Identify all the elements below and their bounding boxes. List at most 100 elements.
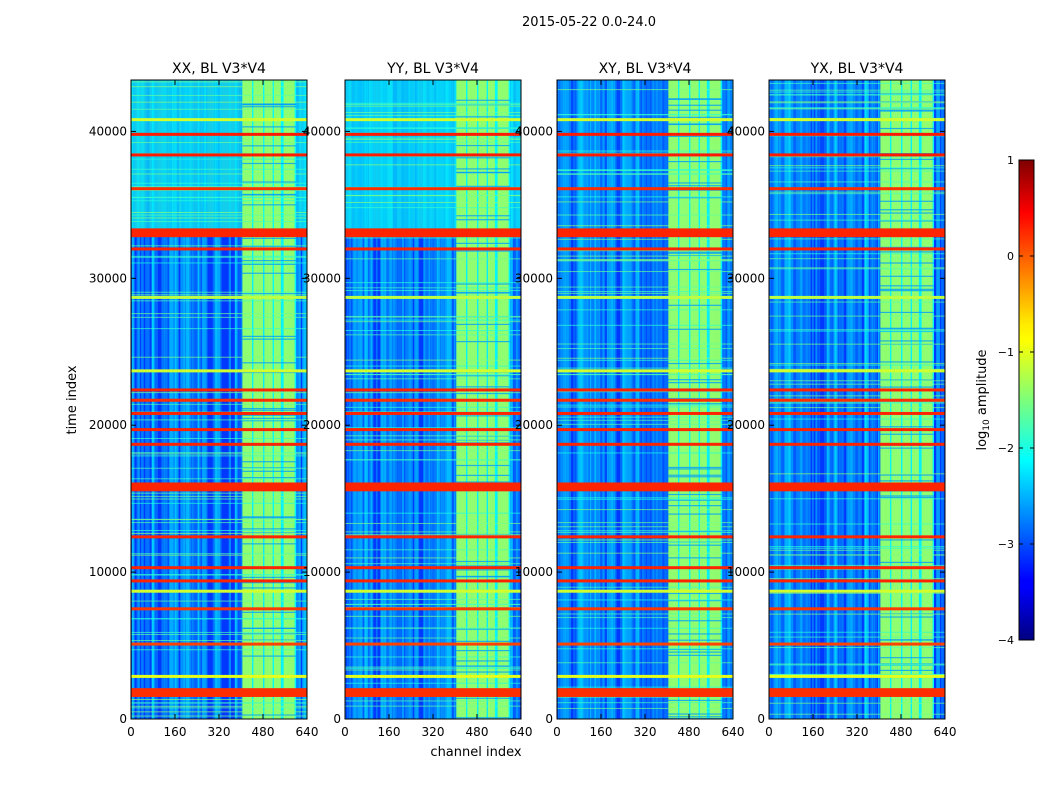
faint-row (769, 89, 945, 91)
faint-row (131, 221, 307, 223)
time-break (880, 127, 934, 130)
time-break (668, 328, 722, 330)
hot-row (557, 411, 733, 415)
faint-row (345, 127, 521, 129)
faint-row (557, 291, 733, 293)
faint-row (131, 211, 307, 213)
heatmap-image (557, 80, 733, 719)
faint-row (769, 267, 945, 269)
y-tick-label: 30000 (515, 271, 553, 285)
faint-row (769, 368, 945, 370)
faint-row (345, 127, 521, 129)
hot-row (131, 295, 307, 299)
faint-row (345, 258, 521, 260)
time-break (456, 415, 510, 417)
faint-row (345, 282, 521, 284)
faint-row (557, 404, 733, 406)
faint-row (345, 669, 521, 671)
faint-row (131, 168, 307, 170)
hot-row (557, 295, 733, 299)
x-tick-label: 160 (164, 725, 187, 739)
time-break (456, 340, 510, 343)
faint-row (769, 364, 945, 366)
x-tick-label: 320 (422, 725, 445, 739)
time-break (668, 600, 722, 602)
faint-row (557, 259, 733, 261)
time-break (668, 304, 722, 306)
time-break (456, 569, 510, 571)
faint-row (345, 411, 521, 413)
colorbar-label-sub: 10 (982, 419, 992, 431)
hot-row (131, 535, 307, 539)
faint-row (557, 686, 733, 688)
time-break (456, 660, 510, 662)
time-break (668, 135, 722, 138)
faint-row (131, 574, 307, 576)
y-axis-label: time index (65, 365, 80, 434)
time-break (456, 172, 510, 174)
hot-row (557, 388, 733, 392)
time-break (880, 386, 934, 388)
faint-row (345, 534, 521, 536)
faint-row (557, 497, 733, 499)
faint-row (769, 101, 945, 103)
hot-row (345, 579, 521, 583)
x-tick-label: 640 (934, 725, 957, 739)
y-tick-label: 40000 (727, 124, 765, 138)
faint-row (769, 636, 945, 638)
hot-row (769, 674, 945, 678)
x-tick-label: 160 (378, 725, 401, 739)
panel-title: YX, BL V3*V4 (810, 61, 904, 77)
time-break (668, 474, 722, 476)
hot-row (345, 642, 521, 646)
faint-row (769, 108, 945, 110)
hot-band (131, 688, 307, 697)
time-break (668, 639, 722, 641)
faint-row (345, 406, 521, 408)
faint-row (345, 290, 521, 292)
faint-row (131, 403, 307, 405)
faint-row (131, 86, 307, 88)
hot-row (131, 428, 307, 432)
faint-row (345, 114, 521, 116)
time-break (880, 220, 934, 222)
faint-row (131, 197, 307, 199)
faint-row (345, 656, 521, 658)
faint-row (345, 365, 521, 367)
faint-row (769, 702, 945, 704)
time-break (880, 200, 934, 202)
faint-row (557, 531, 733, 533)
colorbar-tick-label: −2 (998, 442, 1014, 455)
time-break (456, 464, 510, 467)
time-break (668, 530, 722, 533)
y-tick-label: 20000 (89, 418, 127, 432)
time-break (880, 251, 934, 253)
faint-row (131, 189, 307, 191)
faint-row (769, 329, 945, 331)
faint-row (557, 173, 733, 175)
faint-row (345, 459, 521, 461)
time-break (668, 468, 722, 470)
hot-row (769, 118, 945, 122)
time-break (668, 104, 722, 106)
faint-row (131, 453, 307, 455)
hot-row (557, 442, 733, 446)
faint-row (557, 324, 733, 326)
time-break (668, 648, 722, 650)
hot-row (131, 442, 307, 446)
faint-row (131, 618, 307, 620)
time-break (880, 212, 934, 214)
time-break (668, 251, 722, 253)
time-break (242, 477, 296, 479)
time-break (668, 620, 722, 622)
faint-row (557, 552, 733, 554)
hot-row (345, 398, 521, 402)
faint-row (131, 356, 307, 358)
faint-row (769, 102, 945, 104)
time-break (668, 185, 722, 187)
time-break (668, 182, 722, 184)
time-break (456, 375, 510, 377)
faint-row (557, 286, 733, 288)
faint-row (769, 191, 945, 193)
faint-row (557, 617, 733, 619)
